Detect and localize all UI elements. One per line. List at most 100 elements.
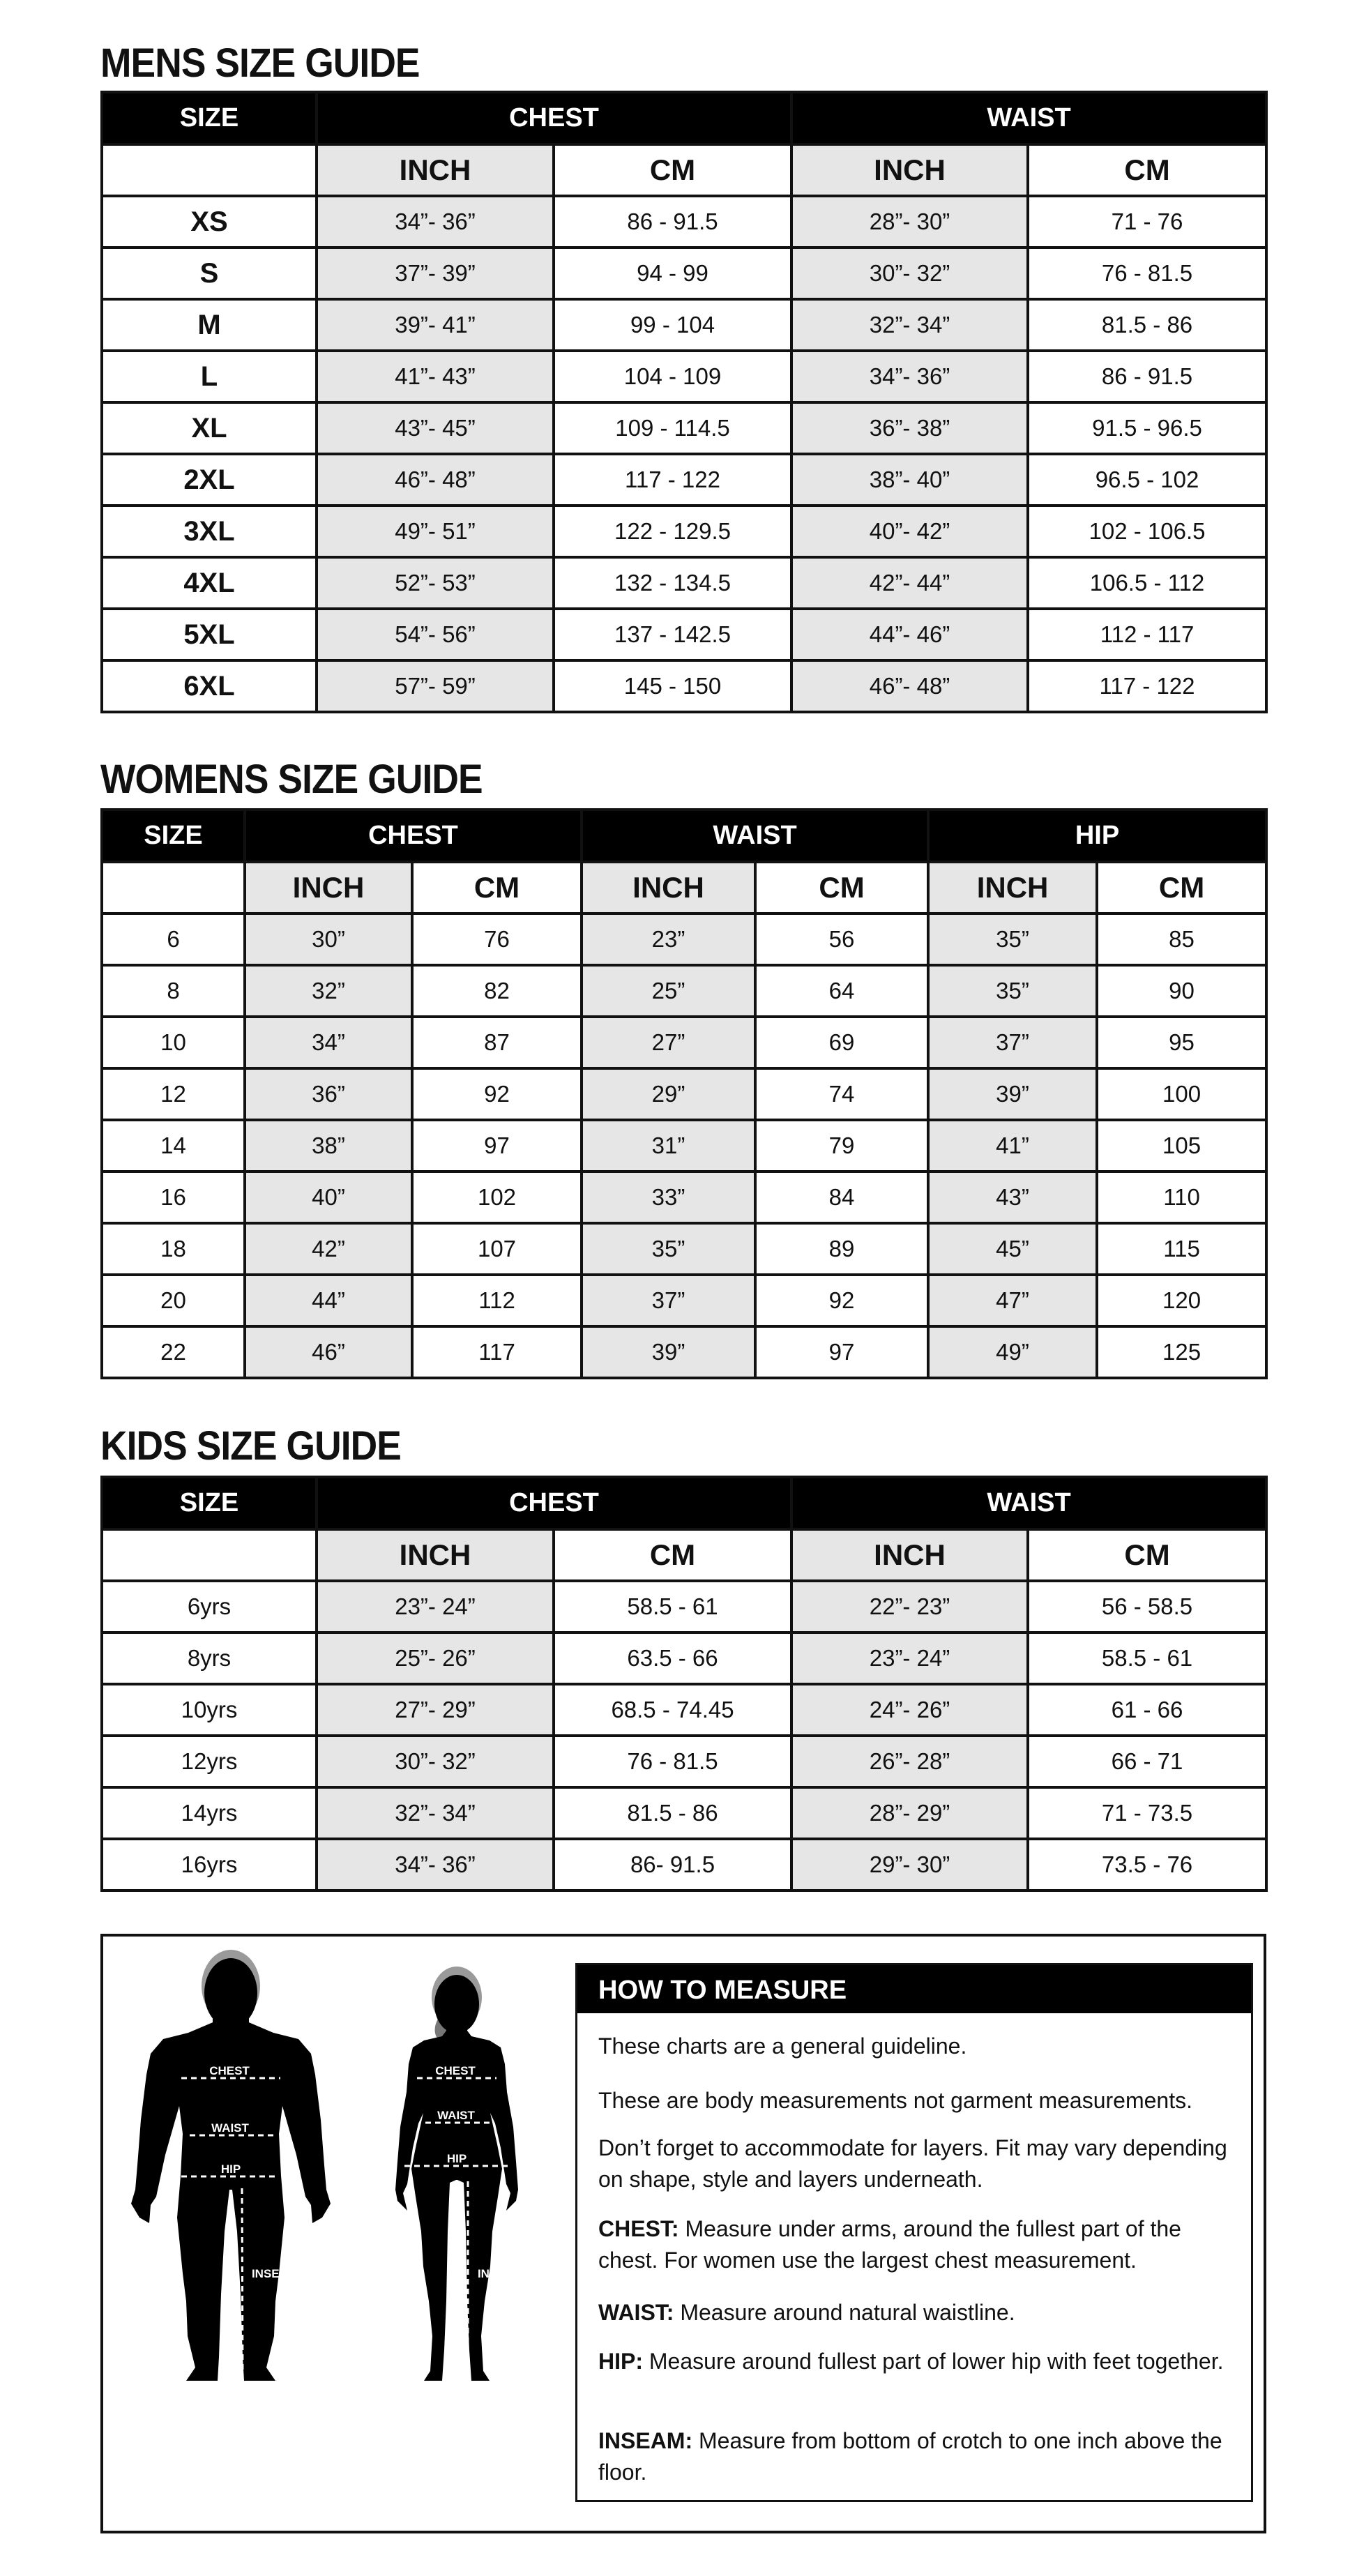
measurement-cell: 46”- 48” <box>790 659 1030 713</box>
measurement-cell: 104 - 109 <box>552 349 794 404</box>
size-cell: 4XL <box>100 556 318 610</box>
measurement-cell: 112 - 117 <box>1026 607 1268 662</box>
table-row: 16yrs 34”- 36” 86- 91.5 29”- 30” 73.5 - 76 <box>100 1838 1268 1892</box>
measurement-cell: 85 <box>1096 912 1268 967</box>
measurement-cell: 25”- 26” <box>315 1631 555 1685</box>
measurement-cell: 57”- 59” <box>315 659 555 713</box>
measurement-cell: 117 <box>410 1325 584 1379</box>
unit-header: CM <box>552 1528 794 1582</box>
unit-header-row: INCH CM INCH CM <box>100 143 1268 197</box>
measurement-cell: 76 - 81.5 <box>1026 246 1268 301</box>
measurement-cell: 40” <box>243 1170 414 1225</box>
table-row: 5XL 54”- 56” 137 - 142.5 44”- 46” 112 - 117 <box>100 607 1268 662</box>
measurement-cell: 38”- 40” <box>790 453 1030 507</box>
man-inseam-label: INSEAM <box>252 2267 298 2280</box>
unit-header-row: INCH CM INCH CM INCH CM <box>100 861 1268 915</box>
group-header: CHEST <box>243 808 584 863</box>
measurement-cell: 27” <box>580 1015 757 1070</box>
measurement-cell: 86 - 91.5 <box>1026 349 1268 404</box>
measurement-cell: 37” <box>927 1015 1099 1070</box>
table-row: 22 46” 117 39” 97 49” 125 <box>100 1325 1268 1379</box>
measurement-cell: 34”- 36” <box>790 349 1030 404</box>
unit-header: CM <box>754 861 930 915</box>
table-row: 16 40” 102 33” 84 43” 110 <box>100 1170 1268 1225</box>
group-header: WAIST <box>580 808 930 863</box>
measurement-cell: 37” <box>580 1273 757 1328</box>
unit-header: INCH <box>315 143 555 197</box>
unit-header: INCH <box>927 861 1099 915</box>
measurement-cell: 22”- 23” <box>790 1579 1030 1634</box>
table-row: 10 34” 87 27” 69 37” 95 <box>100 1015 1268 1070</box>
group-header-row: SIZE CHEST WAIST <box>100 1476 1268 1531</box>
measurement-cell: 92 <box>754 1273 930 1328</box>
womens-size-table: SIZE CHEST WAIST HIP INCH CM INCH CM INCH CM 6 30” 7… <box>100 808 1268 1379</box>
measurement-cell: 84 <box>754 1170 930 1225</box>
unit-header: CM <box>410 861 584 915</box>
table-row: 6XL 57”- 59” 145 - 150 46”- 48” 117 - 122 <box>100 659 1268 713</box>
measurement-cell: 97 <box>410 1119 584 1173</box>
measurement-cell: 39” <box>927 1067 1099 1121</box>
size-cell: L <box>100 349 318 404</box>
measurement-cell: 125 <box>1096 1325 1268 1379</box>
measurement-cell: 23”- 24” <box>315 1579 555 1634</box>
measurement-cell: 99 - 104 <box>552 298 794 352</box>
how-to-measure-title: HOW TO MEASURE <box>577 1965 1251 2013</box>
measurement-cell: 34” <box>243 1015 414 1070</box>
measurement-cell: 36” <box>243 1067 414 1121</box>
table-row: 12 36” 92 29” 74 39” 100 <box>100 1067 1268 1121</box>
measurement-cell: 56 - 58.5 <box>1026 1579 1268 1634</box>
size-cell: 6XL <box>100 659 318 713</box>
measurement-cell: 31” <box>580 1119 757 1173</box>
table-row: 20 44” 112 37” 92 47” 120 <box>100 1273 1268 1328</box>
unit-header: CM <box>552 143 794 197</box>
measurement-cell: 95 <box>1096 1015 1268 1070</box>
measurement-cell: 29”- 30” <box>790 1838 1030 1892</box>
group-header: CHEST <box>314 1476 794 1531</box>
measurement-cell: 39” <box>580 1325 757 1379</box>
measurement-cell: 91.5 - 96.5 <box>1026 401 1268 455</box>
measurement-cell: 32” <box>243 964 414 1018</box>
table-row: 3XL 49”- 51” 122 - 129.5 40”- 42” 102 - 106.… <box>100 504 1268 559</box>
group-header: WAIST <box>790 1476 1268 1531</box>
measurement-cell: 87 <box>410 1015 584 1070</box>
size-cell: 22 <box>100 1325 246 1379</box>
man-waist-label: WAIST <box>211 2121 249 2135</box>
unit-header <box>100 861 246 915</box>
table-row: 6 30” 76 23” 56 35” 85 <box>100 912 1268 967</box>
group-header-row: SIZE CHEST WAIST HIP <box>100 808 1268 863</box>
unit-header: INCH <box>790 1528 1030 1582</box>
hip-instruction: HIP: Measure around fullest part of lowe… <box>598 2346 1237 2377</box>
size-cell: 20 <box>100 1273 246 1328</box>
size-cell: 5XL <box>100 607 318 662</box>
measurement-cell: 28”- 29” <box>790 1786 1030 1840</box>
measurement-cell: 54”- 56” <box>315 607 555 662</box>
measurement-cell: 38” <box>243 1119 414 1173</box>
measurement-cell: 23”- 24” <box>790 1631 1030 1685</box>
measurement-cell: 39”- 41” <box>315 298 555 352</box>
size-cell: XL <box>100 401 318 455</box>
measurement-cell: 81.5 - 86 <box>1026 298 1268 352</box>
measurement-cell: 44”- 46” <box>790 607 1030 662</box>
table-row: L 41”- 43” 104 - 109 34”- 36” 86 - 91.5 <box>100 349 1268 404</box>
size-cell: 14yrs <box>100 1786 318 1840</box>
measurement-cell: 107 <box>410 1222 584 1276</box>
size-cell: 12yrs <box>100 1734 318 1789</box>
size-cell: XS <box>100 195 318 249</box>
measurement-cell: 26”- 28” <box>790 1734 1030 1789</box>
woman-figure <box>395 1967 518 2381</box>
table-row: 2XL 46”- 48” 117 - 122 38”- 40” 96.5 - 102 <box>100 453 1268 507</box>
measurement-cell: 41” <box>927 1119 1099 1173</box>
table-row: 18 42” 107 35” 89 45” 115 <box>100 1222 1268 1276</box>
measurement-cell: 61 - 66 <box>1026 1683 1268 1737</box>
table-row: 10yrs 27”- 29” 68.5 - 74.45 24”- 26” 61 - 66 <box>100 1683 1268 1737</box>
measurement-cell: 27”- 29” <box>315 1683 555 1737</box>
measurement-cell: 102 <box>410 1170 584 1225</box>
measurement-cell: 105 <box>1096 1119 1268 1173</box>
how-to-measure-panel: HOW TO MEASURE These charts are a genera… <box>575 1963 1253 2502</box>
group-header: SIZE <box>100 91 318 146</box>
table-row: XS 34”- 36” 86 - 91.5 28”- 30” 71 - 76 <box>100 195 1268 249</box>
size-cell: 8yrs <box>100 1631 318 1685</box>
measurement-cell: 117 - 122 <box>552 453 794 507</box>
size-cell: 2XL <box>100 453 318 507</box>
unit-header: INCH <box>790 143 1030 197</box>
